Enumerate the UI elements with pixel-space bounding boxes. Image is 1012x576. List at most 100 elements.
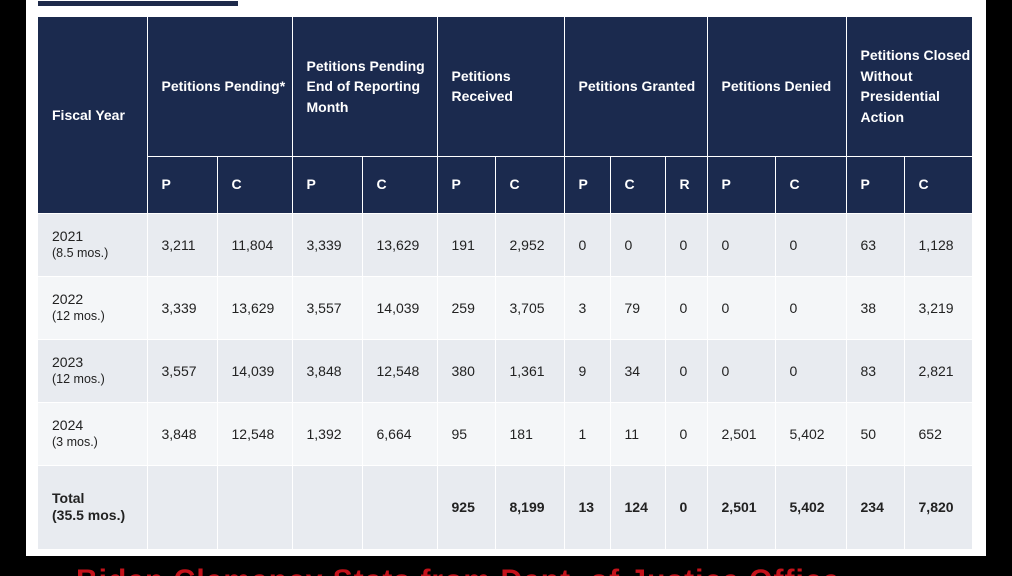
subheader-cell: P [292, 156, 363, 214]
value-cell: 259 [437, 276, 496, 340]
header-petitions-closed: Petitions Closed Without Presidential Ac… [846, 17, 973, 157]
total-row: Total (35.5 mos.) 925 8,199 13 124 0 2,501 5,402… [38, 465, 973, 550]
value-cell: 11,804 [217, 213, 293, 277]
period-label: (12 mos.) [52, 371, 105, 386]
subheader-cell: C [904, 156, 973, 214]
value-cell: 3 [564, 276, 611, 340]
subheader-cell: R [665, 156, 708, 214]
header-petitions-pending-end: Petitions Pending End of Reporting Month [292, 17, 438, 157]
value-cell: 0 [665, 465, 708, 550]
value-cell: 1,392 [292, 402, 363, 466]
subheader-cell: P [707, 156, 776, 214]
value-cell: 95 [437, 402, 496, 466]
value-cell: 0 [610, 213, 666, 277]
fiscal-year-cell: 2023 (12 mos.) [38, 339, 148, 403]
table-row: 2024 (3 mos.) 3,848 12,548 1,392 6,664 95 181 1 1… [38, 402, 973, 466]
value-cell: 0 [707, 213, 776, 277]
value-cell: 191 [437, 213, 496, 277]
value-cell: 2,952 [495, 213, 565, 277]
value-cell: 3,219 [904, 276, 973, 340]
value-cell: 0 [665, 402, 708, 466]
value-cell: 3,848 [147, 402, 218, 466]
year-label: 2021 [52, 227, 84, 244]
table-row: 2023 (12 mos.) 3,557 14,039 3,848 12,548 380 1,… [38, 339, 973, 403]
value-cell: 38 [846, 276, 905, 340]
header-fiscal-year: Fiscal Year [38, 17, 148, 214]
value-cell: 14,039 [362, 276, 438, 340]
value-cell: 0 [665, 276, 708, 340]
value-cell: 2,821 [904, 339, 973, 403]
fiscal-year-cell: 2022 (12 mos.) [38, 276, 148, 340]
value-cell: 652 [904, 402, 973, 466]
year-label: 2024 [52, 416, 84, 433]
value-cell: 11 [610, 402, 666, 466]
table-row: 2022 (12 mos.) 3,339 13,629 3,557 14,039 259 3,… [38, 276, 973, 340]
value-cell [217, 465, 293, 550]
period-label: (12 mos.) [52, 308, 105, 323]
subheader-cell: C [610, 156, 666, 214]
header-petitions-pending: Petitions Pending* [147, 17, 293, 157]
cropped-heading [38, 0, 258, 6]
value-cell: 5,402 [775, 402, 847, 466]
period-label: (8.5 mos.) [52, 245, 109, 260]
value-cell: 0 [665, 213, 708, 277]
value-cell: 0 [775, 339, 847, 403]
value-cell: 2,501 [707, 402, 776, 466]
caption-banner: Biden Clemency Stats from Dept. of Justi… [76, 560, 976, 576]
value-cell: 0 [564, 213, 611, 277]
subheader-cell: C [362, 156, 438, 214]
value-cell: 181 [495, 402, 565, 466]
value-cell: 3,211 [147, 213, 218, 277]
clemency-stats-table: Fiscal Year Petitions Pending* Petitions… [38, 17, 973, 550]
period-label: (35.5 mos.) [52, 507, 126, 523]
value-cell [292, 465, 363, 550]
fiscal-year-cell: 2021 (8.5 mos.) [38, 213, 148, 277]
fiscal-year-cell: Total (35.5 mos.) [38, 465, 148, 550]
subheader-cell: C [495, 156, 565, 214]
value-cell [147, 465, 218, 550]
value-cell: 63 [846, 213, 905, 277]
subheader-cell: P [846, 156, 905, 214]
value-cell: 3,557 [292, 276, 363, 340]
subheader-cell: P [437, 156, 496, 214]
value-cell [362, 465, 438, 550]
value-cell: 0 [775, 213, 847, 277]
year-label: 2023 [52, 353, 84, 370]
value-cell: 1 [564, 402, 611, 466]
value-cell: 2,501 [707, 465, 776, 550]
value-cell: 12,548 [362, 339, 438, 403]
value-cell: 79 [610, 276, 666, 340]
value-cell: 14,039 [217, 339, 293, 403]
value-cell: 234 [846, 465, 905, 550]
header-petitions-received: Petitions Received [437, 17, 565, 157]
subheader-cell: P [147, 156, 218, 214]
subheader-cell: P [564, 156, 611, 214]
value-cell: 380 [437, 339, 496, 403]
value-cell: 0 [707, 276, 776, 340]
value-cell: 1,128 [904, 213, 973, 277]
value-cell: 9 [564, 339, 611, 403]
value-cell: 13,629 [217, 276, 293, 340]
value-cell: 5,402 [775, 465, 847, 550]
header-petitions-granted: Petitions Granted [564, 17, 708, 157]
value-cell: 7,820 [904, 465, 973, 550]
table-row: 2021 (8.5 mos.) 3,211 11,804 3,339 13,629 191 2… [38, 213, 973, 277]
value-cell: 8,199 [495, 465, 565, 550]
value-cell: 3,557 [147, 339, 218, 403]
value-cell: 34 [610, 339, 666, 403]
year-label: 2022 [52, 290, 84, 307]
subheader-cell: C [775, 156, 847, 214]
value-cell: 50 [846, 402, 905, 466]
header-petitions-denied: Petitions Denied [707, 17, 847, 157]
value-cell: 0 [775, 276, 847, 340]
value-cell: 3,705 [495, 276, 565, 340]
value-cell: 13,629 [362, 213, 438, 277]
value-cell: 925 [437, 465, 496, 550]
fiscal-year-cell: 2024 (3 mos.) [38, 402, 148, 466]
value-cell: 0 [665, 339, 708, 403]
value-cell: 13 [564, 465, 611, 550]
value-cell: 12,548 [217, 402, 293, 466]
year-label: Total [52, 490, 85, 506]
value-cell: 3,848 [292, 339, 363, 403]
value-cell: 1,361 [495, 339, 565, 403]
